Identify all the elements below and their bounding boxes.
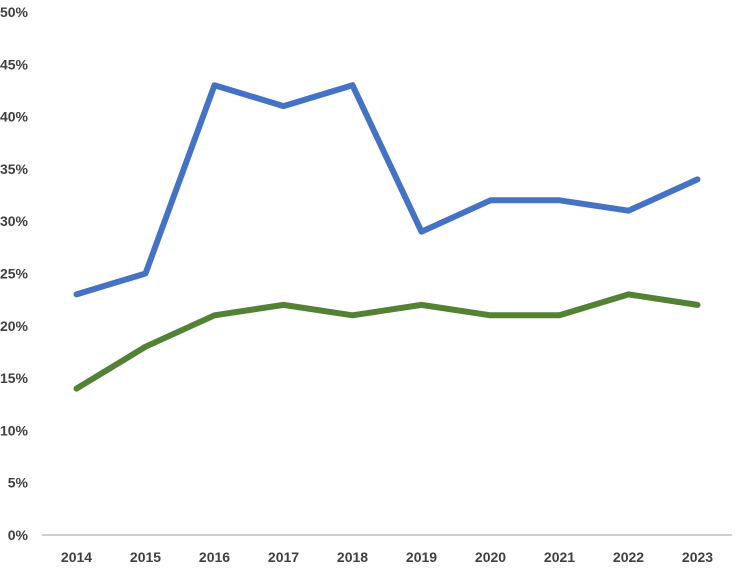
series-line-1 (73, 82, 701, 298)
x-tick-label: 2021 (544, 549, 575, 565)
y-tick-label: 50% (0, 4, 29, 20)
x-tick-label: 2020 (475, 549, 506, 565)
y-tick-label: 15% (0, 370, 29, 386)
y-tick-label: 20% (0, 318, 29, 334)
x-tick-label: 2016 (199, 549, 230, 565)
y-tick-label: 45% (0, 56, 29, 72)
y-tick-label: 40% (0, 109, 29, 125)
y-tick-label: 30% (0, 213, 29, 229)
y-tick-label: 35% (0, 161, 29, 177)
y-tick-label: 0% (8, 527, 29, 543)
y-tick-label: 5% (8, 475, 29, 491)
x-tick-label: 2014 (61, 549, 92, 565)
x-tick-label: 2023 (682, 549, 713, 565)
y-axis: 0% 5% 10% 15% 20% 25% 30% 35% 40% 45% 50% (0, 4, 29, 543)
series-layer (73, 82, 701, 392)
x-axis: 2014 2015 2016 2017 2018 2019 2020 2021 2022 2023 (42, 534, 732, 565)
series-line-2 (73, 291, 701, 392)
y-tick-label: 25% (0, 266, 29, 282)
x-tick-label: 2022 (613, 549, 644, 565)
x-tick-label: 2018 (337, 549, 368, 565)
x-tick-label: 2019 (406, 549, 437, 565)
x-tick-label: 2015 (130, 549, 161, 565)
x-tick-label: 2017 (268, 549, 299, 565)
y-tick-label: 10% (0, 422, 29, 438)
